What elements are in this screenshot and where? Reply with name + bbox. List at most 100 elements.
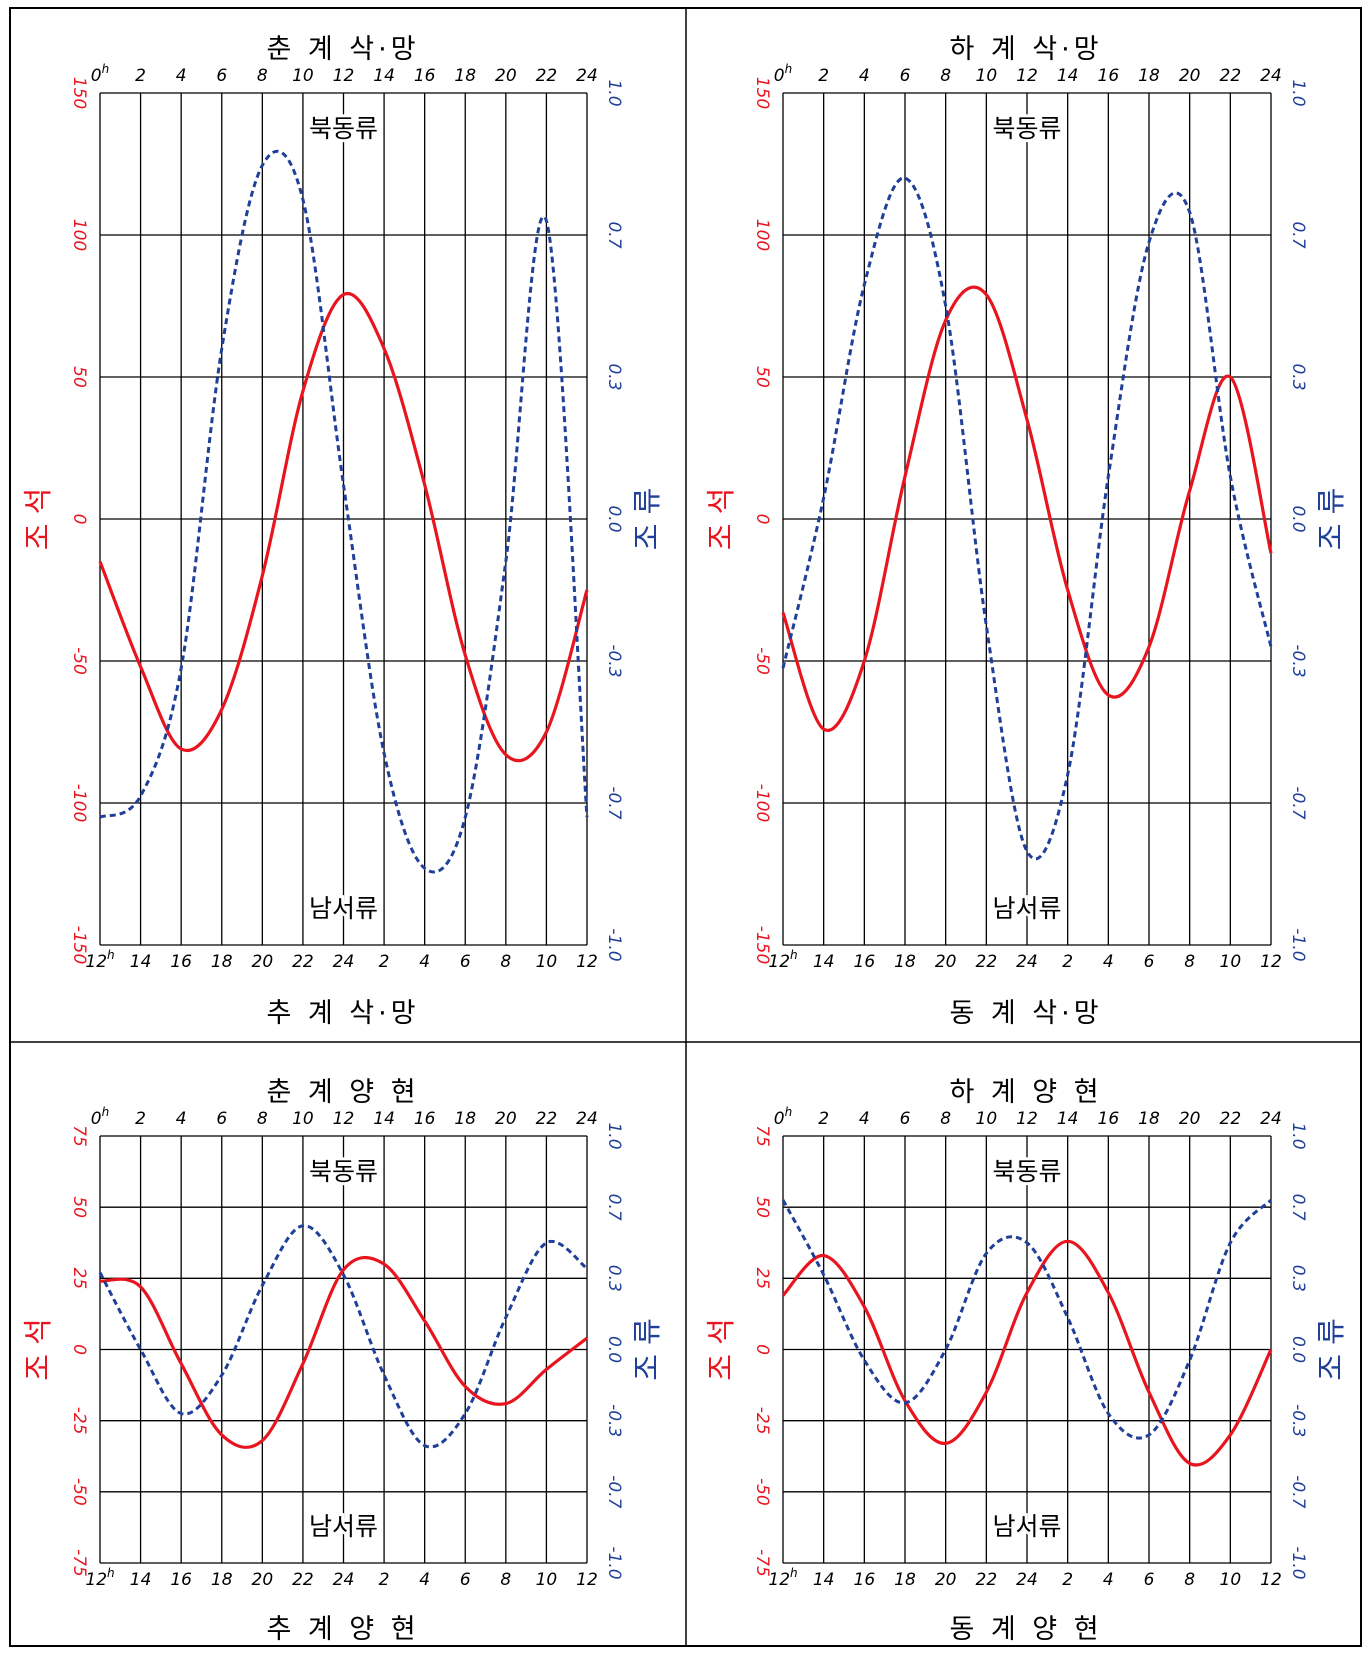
y-left-tick-label: -100 <box>69 784 89 823</box>
x-bottom-tick-label: 22 <box>976 952 998 972</box>
y-left-tick-label: 50 <box>752 1196 772 1218</box>
x-top-tick-label: 16 <box>414 66 436 86</box>
x-top-tick-label: 0h <box>774 1105 792 1129</box>
x-bottom-tick-label: 2 <box>1062 952 1073 972</box>
x-bottom-tick-label: 2 <box>1062 1570 1073 1590</box>
x-top-tick-label: 14 <box>1057 66 1079 86</box>
y-right-tick-label: -0.7 <box>604 786 624 819</box>
y-left-tick-label: -75 <box>69 1549 89 1577</box>
x-bottom-tick-label: 10 <box>1220 952 1242 972</box>
x-top-tick-label: 18 <box>1138 66 1160 86</box>
tide-axis-title: 조 석 <box>21 488 55 551</box>
y-right-tick-label: -0.3 <box>604 1404 624 1437</box>
y-left-tick-label: 0 <box>752 514 772 525</box>
x-bottom-tick-label: 14 <box>813 952 835 972</box>
x-top-tick-label: 10 <box>976 66 998 86</box>
northeast-current-label: 북동류 <box>309 1157 378 1186</box>
x-bottom-tick-label: 2 <box>379 952 390 972</box>
current-axis-title: 조 류 <box>1314 488 1348 551</box>
x-top-tick-label: 8 <box>940 66 951 86</box>
y-right-tick-label: -1.0 <box>1288 1546 1308 1579</box>
northeast-current-label: 북동류 <box>992 1157 1061 1186</box>
x-top-tick-label: 6 <box>216 1109 227 1129</box>
x-top-tick-label: 18 <box>454 1109 476 1129</box>
y-left-tick-label: 50 <box>752 366 772 388</box>
x-top-tick-label: 2 <box>818 66 829 86</box>
x-top-tick-label: 2 <box>818 1109 829 1129</box>
x-bottom-tick-label: 8 <box>500 952 511 972</box>
y-left-tick-label: 0 <box>752 1344 772 1355</box>
x-bottom-tick-label: 24 <box>1016 952 1038 972</box>
x-top-tick-label: 24 <box>1260 66 1282 86</box>
y-left-tick-label: 75 <box>69 1125 89 1147</box>
y-right-tick-label: 0.3 <box>1288 363 1308 390</box>
x-top-tick-label: 20 <box>495 1109 517 1129</box>
x-bottom-tick-label: 16 <box>854 1570 876 1590</box>
x-bottom-tick-label: 16 <box>170 1570 192 1590</box>
x-bottom-tick-label: 16 <box>854 952 876 972</box>
y-right-tick-label: 0.7 <box>604 221 624 248</box>
y-left-tick-label: -50 <box>69 647 89 675</box>
panel-top-title: 춘 계 양 현 <box>266 1077 419 1108</box>
x-bottom-tick-label: 12 <box>1260 952 1282 972</box>
x-top-tick-label: 24 <box>1260 1109 1282 1129</box>
y-right-tick-label: 0.7 <box>1288 1194 1308 1221</box>
y-left-tick-label: 150 <box>752 77 772 109</box>
x-bottom-tick-label: 20 <box>935 1570 957 1590</box>
x-bottom-tick-label: 12 <box>1260 1570 1282 1590</box>
x-top-tick-label: 16 <box>414 1109 436 1129</box>
x-top-tick-label: 2 <box>135 1109 146 1129</box>
x-top-tick-label: 16 <box>1098 66 1120 86</box>
y-right-tick-label: -0.3 <box>1288 1404 1308 1437</box>
x-top-tick-label: 8 <box>940 1109 951 1129</box>
current-axis-title: 조 류 <box>630 488 664 551</box>
y-left-tick-label: -75 <box>752 1549 772 1577</box>
y-right-tick-label: 0.3 <box>604 363 624 390</box>
panel-bottom-title: 추 계 양 현 <box>266 1614 419 1645</box>
x-bottom-tick-label: 10 <box>536 1570 558 1590</box>
x-top-tick-label: 0h <box>91 1105 109 1129</box>
x-bottom-tick-label: 22 <box>292 1570 314 1590</box>
x-bottom-tick-label: 20 <box>252 1570 274 1590</box>
x-bottom-tick-label: 10 <box>536 952 558 972</box>
x-top-tick-label: 4 <box>176 66 187 86</box>
y-right-tick-label: -0.7 <box>1288 1475 1308 1508</box>
x-bottom-tick-label: 6 <box>1144 1570 1155 1590</box>
x-bottom-tick-label: 6 <box>460 1570 471 1590</box>
x-bottom-tick-label: 18 <box>211 952 233 972</box>
y-left-tick-label: 75 <box>752 1125 772 1147</box>
x-top-tick-label: 0h <box>774 62 792 86</box>
x-bottom-tick-label: 8 <box>1184 952 1195 972</box>
x-top-tick-label: 20 <box>1179 1109 1201 1129</box>
tide-axis-title: 조 석 <box>704 1318 738 1381</box>
y-right-tick-label: 0.7 <box>604 1194 624 1221</box>
y-right-tick-label: 0.0 <box>604 1336 624 1363</box>
x-top-tick-label: 22 <box>536 66 558 86</box>
x-top-tick-label: 20 <box>495 66 517 86</box>
x-top-tick-label: 4 <box>859 66 870 86</box>
current-series-line <box>781 1198 1273 1440</box>
tide-series-line <box>781 285 1273 732</box>
panel-top-title: 하 계 양 현 <box>949 1077 1102 1108</box>
panel-bottom-title: 동 계 삭·망 <box>949 998 1102 1029</box>
panel-top-title: 춘 계 삭·망 <box>266 34 419 65</box>
x-top-tick-label: 6 <box>900 1109 911 1129</box>
x-top-tick-label: 18 <box>454 66 476 86</box>
x-top-tick-label: 14 <box>373 66 395 86</box>
x-bottom-tick-label: 12 <box>576 1570 598 1590</box>
x-bottom-tick-label: 6 <box>1144 952 1155 972</box>
y-right-tick-label: 1.0 <box>604 79 624 106</box>
y-right-tick-label: 1.0 <box>604 1122 624 1149</box>
northeast-current-label: 북동류 <box>309 114 378 143</box>
y-left-tick-label: -100 <box>752 784 772 823</box>
tide-series-line <box>99 1255 588 1449</box>
panel-bottom-title: 추 계 삭·망 <box>266 998 419 1029</box>
x-bottom-tick-label: 12 <box>576 952 598 972</box>
x-bottom-tick-label: 18 <box>211 1570 233 1590</box>
x-bottom-tick-label: 24 <box>333 952 355 972</box>
y-left-tick-label: -50 <box>752 647 772 675</box>
x-top-tick-label: 4 <box>176 1109 187 1129</box>
